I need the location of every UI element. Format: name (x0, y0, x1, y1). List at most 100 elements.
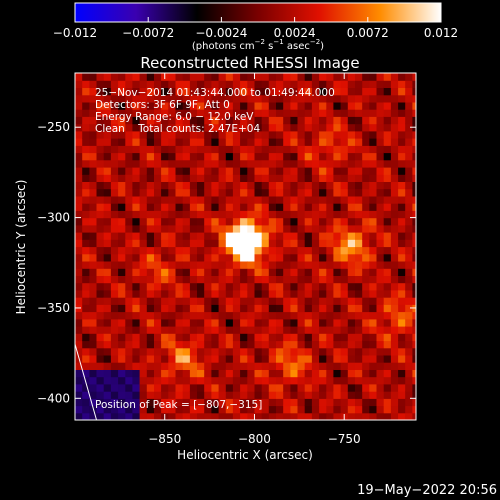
heatmap-cell (154, 354, 162, 363)
heatmap-cell (247, 210, 256, 219)
heatmap-cell (139, 318, 148, 327)
heatmap-cell (161, 174, 169, 182)
heatmap-cell (362, 383, 370, 392)
heatmap-cell (175, 152, 184, 161)
heatmap-cell (362, 268, 370, 276)
heatmap-cell (319, 398, 327, 407)
heatmap-cell (103, 383, 112, 392)
heatmap-cell (75, 181, 83, 190)
heatmap-cell (347, 268, 356, 276)
heatmap-cell (175, 224, 184, 233)
heatmap-cell (398, 246, 406, 255)
heatmap-cell (211, 326, 220, 334)
heatmap-cell (304, 412, 313, 420)
heatmap-cell (333, 217, 342, 226)
heatmap-cell (304, 167, 313, 175)
heatmap-cell (355, 195, 363, 204)
heatmap-cell (290, 217, 299, 226)
heatmap-cell (132, 210, 141, 219)
heatmap-cell (304, 405, 313, 414)
heatmap-cell (175, 376, 184, 385)
heatmap-cell (132, 246, 141, 255)
heatmap-cell (197, 87, 205, 96)
heatmap-cell (355, 326, 363, 334)
heatmap-cell (355, 405, 363, 414)
heatmap-cell (146, 297, 155, 305)
heatmap-cell (161, 362, 169, 370)
heatmap-cell (304, 109, 313, 117)
heatmap-cell (103, 239, 112, 248)
heatmap-cell (182, 239, 191, 248)
heatmap-cell (347, 239, 356, 248)
heatmap-cell (369, 174, 378, 182)
heatmap-cell (362, 405, 370, 414)
heatmap-cell (355, 318, 363, 327)
heatmap-cell (362, 412, 370, 420)
heatmap-cell (118, 239, 126, 248)
heatmap-cell (146, 188, 155, 197)
heatmap-cell (154, 210, 162, 219)
heatmap-cell (390, 376, 399, 385)
heatmap-cell (347, 210, 356, 219)
heatmap-cell (232, 174, 241, 182)
heatmap-cell (218, 123, 227, 132)
heatmap-cell (355, 391, 363, 399)
heatmap-cell (412, 174, 416, 182)
heatmap-cell (268, 217, 277, 226)
heatmap-cell (146, 275, 155, 284)
heatmap-cell (390, 152, 399, 161)
heatmap-cell (132, 188, 141, 197)
heatmap-cell (218, 268, 227, 276)
heatmap-cell (247, 188, 256, 197)
heatmap-cell (362, 167, 370, 175)
heatmap-cell (175, 340, 184, 349)
heatmap-cell (405, 340, 413, 349)
heatmap-cell (168, 80, 177, 88)
heatmap-cell (103, 73, 112, 81)
plot-frame (74, 72, 417, 421)
heatmap-cell (347, 412, 356, 420)
heatmap-cell (297, 94, 306, 103)
heatmap-cell (139, 138, 148, 146)
heatmap-cell (225, 130, 234, 139)
heatmap-cell (326, 412, 335, 420)
heatmap-cell (125, 174, 134, 182)
heatmap-cell (412, 340, 416, 349)
heatmap-cell (297, 326, 306, 334)
heatmap-cell (247, 391, 256, 399)
heatmap-cell (218, 130, 227, 139)
heatmap-cell (168, 138, 177, 146)
heatmap-cell (268, 282, 277, 291)
heatmap-cell (110, 73, 119, 81)
heatmap-cell (383, 109, 392, 117)
heatmap-cell (355, 224, 363, 233)
heatmap-cell (311, 304, 320, 313)
heatmap-cell (355, 217, 363, 226)
heatmap-cell (132, 232, 141, 240)
heatmap-cell (398, 412, 406, 420)
heatmap-cell (355, 369, 363, 378)
heatmap-cell (376, 130, 385, 139)
heatmap-cell (139, 232, 148, 240)
heatmap-cell (96, 109, 105, 117)
heatmap-cell (319, 224, 327, 233)
heatmap-cell (254, 123, 263, 132)
heatmap-cell (276, 347, 284, 356)
heatmap-cell (96, 130, 105, 139)
heatmap-cell (333, 159, 342, 168)
heatmap-cell (132, 383, 141, 392)
heatmap-cell (211, 80, 220, 88)
heatmap-cell (369, 369, 378, 378)
heatmap-cell (283, 210, 291, 219)
heatmap-cell (398, 311, 406, 320)
heatmap-cell (390, 181, 399, 190)
heatmap-cell (347, 224, 356, 233)
heatmap-cell (139, 239, 148, 248)
heatmap-cell (197, 116, 205, 125)
heatmap-cell (232, 101, 241, 110)
heatmap-cell (247, 181, 256, 190)
heatmap-cell (283, 224, 291, 233)
heatmap-cell (261, 362, 270, 370)
heatmap-cell (254, 398, 263, 407)
heatmap-cell (125, 138, 134, 146)
